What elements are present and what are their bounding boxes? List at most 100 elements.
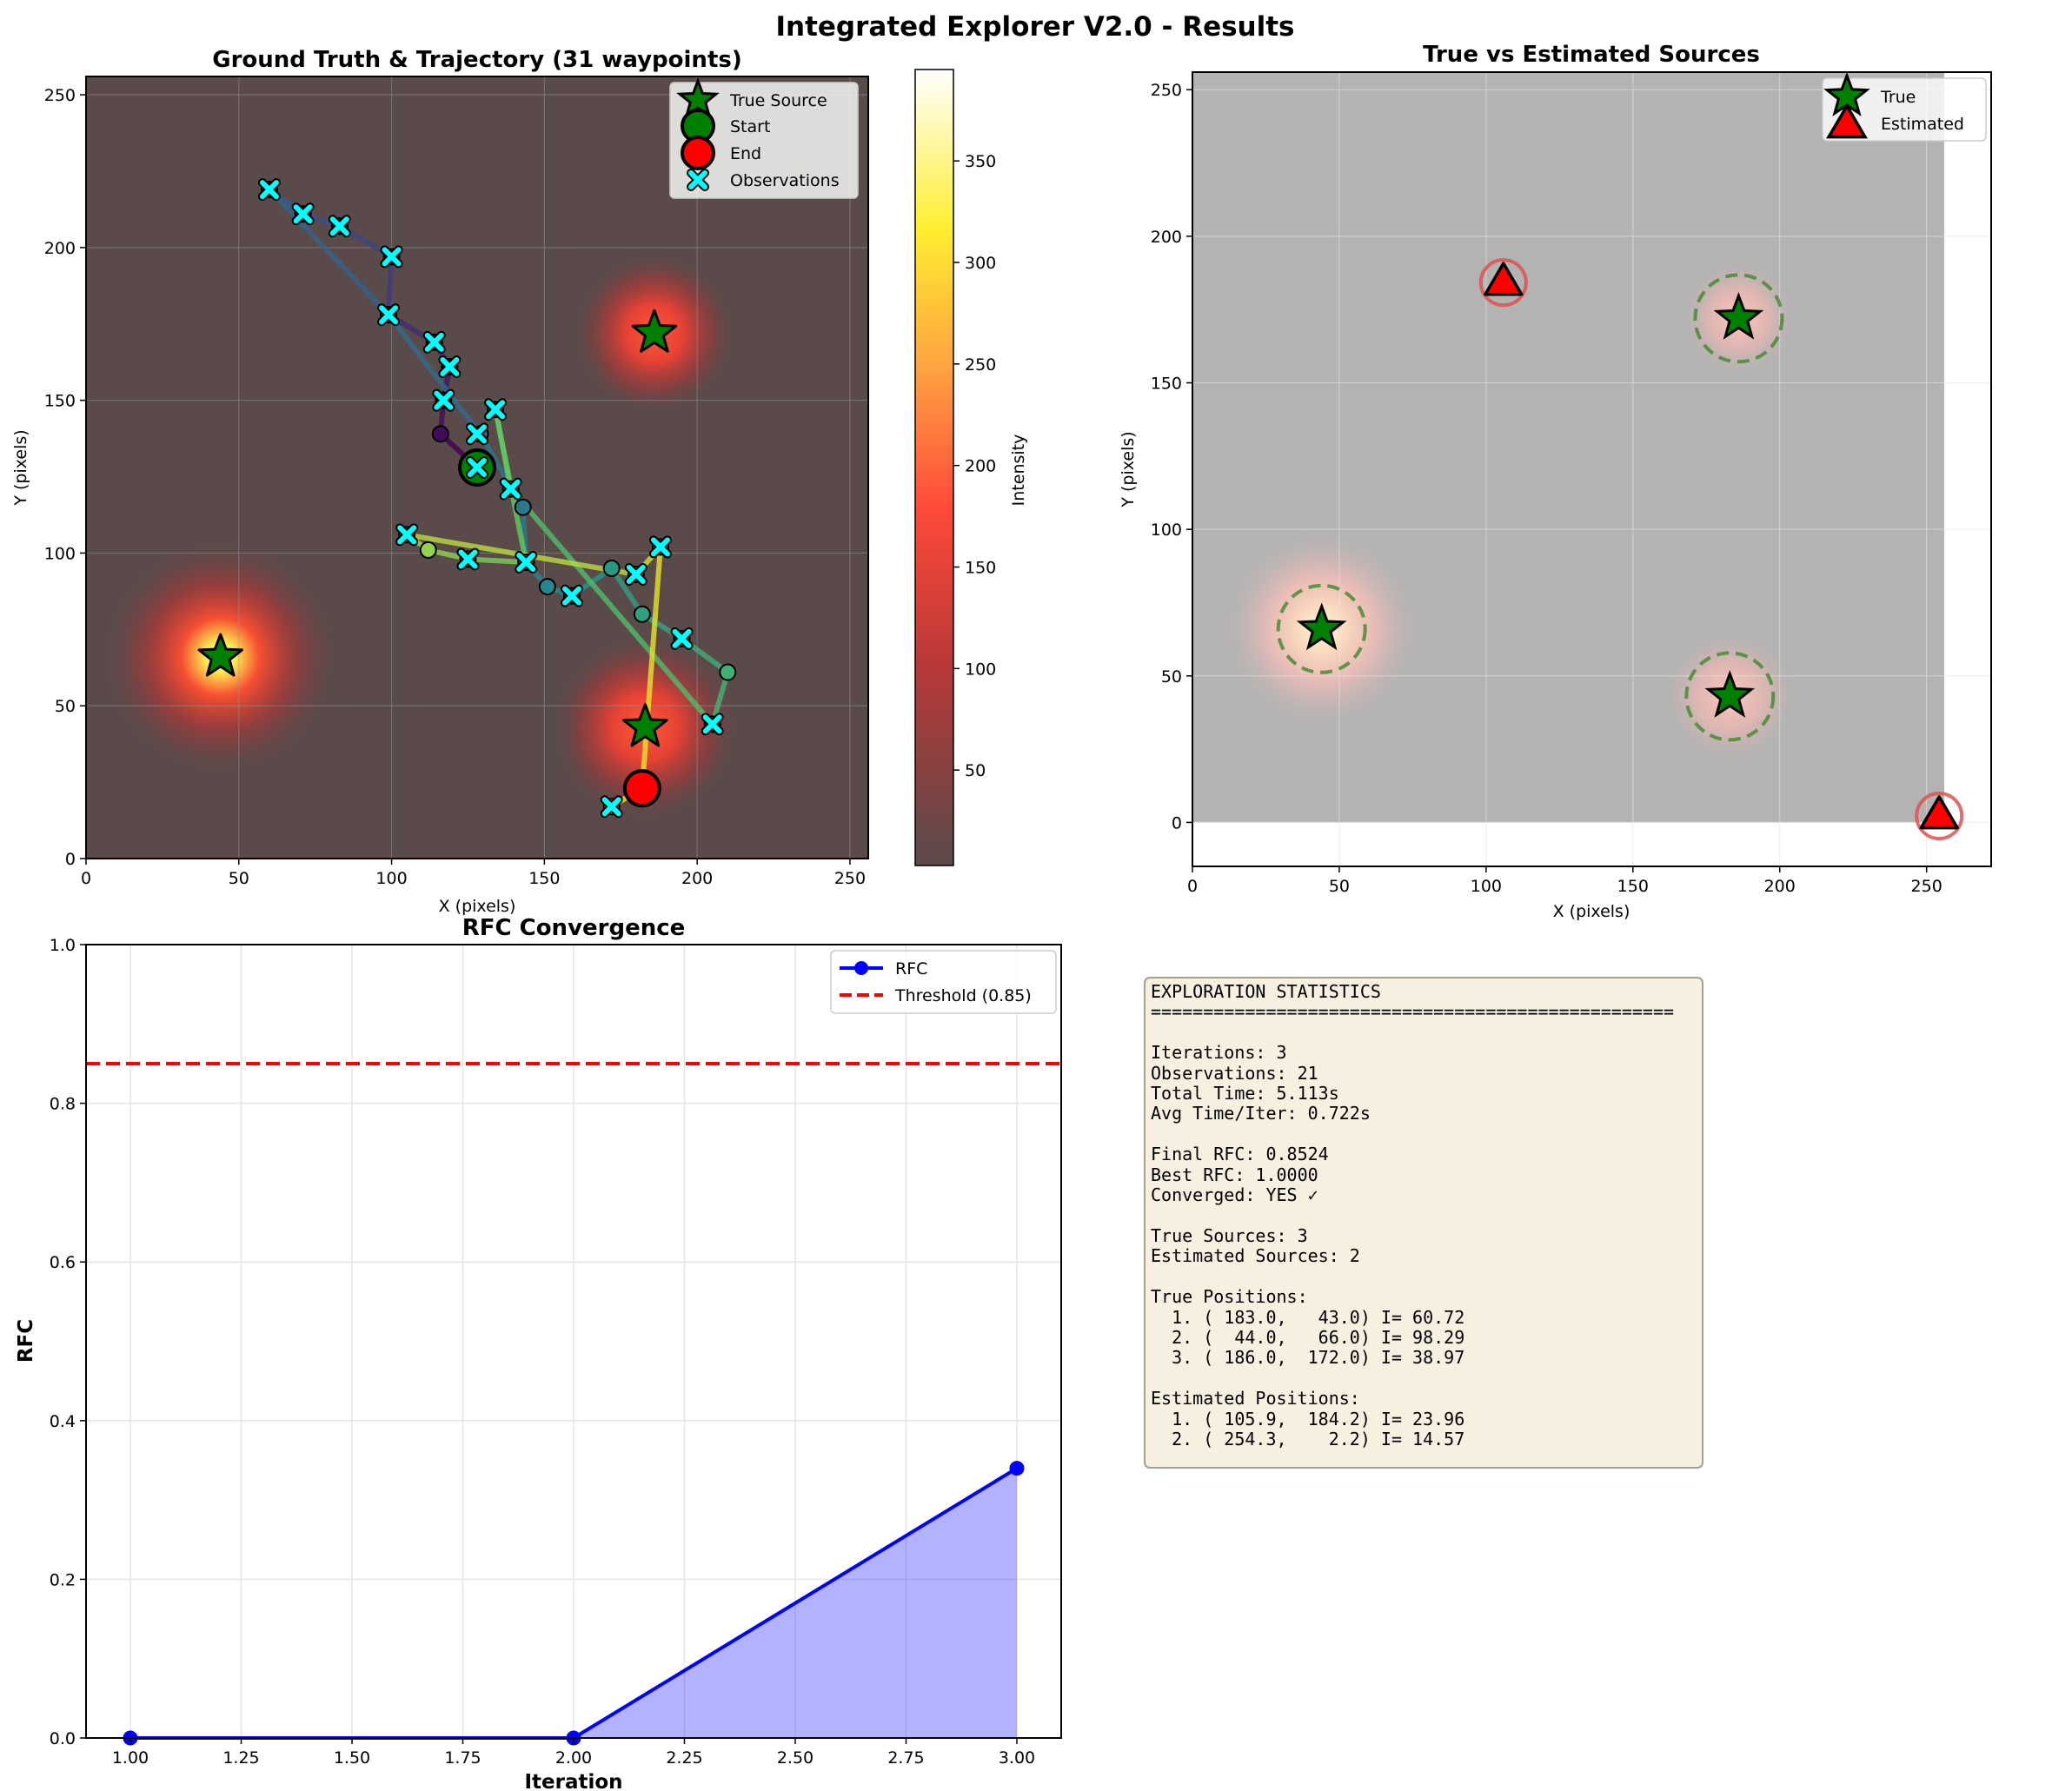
y-tick-label: 200 xyxy=(44,239,76,258)
observation-marker xyxy=(385,249,399,263)
legend-label: End xyxy=(730,144,761,163)
y-tick-label: 0.8 xyxy=(50,1095,76,1114)
waypoint xyxy=(515,500,531,515)
x-tick-label: 50 xyxy=(229,869,249,888)
observation-marker xyxy=(675,632,689,646)
x-tick-label: 250 xyxy=(1911,877,1942,896)
panel3-legend: RFC Threshold (0.85) xyxy=(831,951,1056,1013)
stats-line: Total Time: 5.113s xyxy=(1151,1084,1697,1104)
observation-marker xyxy=(296,207,310,221)
stats-line: Estimated Positions: xyxy=(1151,1389,1697,1409)
legend-label: Start xyxy=(730,117,770,136)
observation-marker xyxy=(470,427,484,441)
stats-line: 3. ( 186.0, 172.0) I= 38.97 xyxy=(1151,1348,1697,1368)
x-tick-label: 1.50 xyxy=(334,1748,370,1768)
colorbar-tick-label: 300 xyxy=(965,254,996,273)
colorbar-tick-label: 250 xyxy=(965,355,996,375)
y-tick-label: 0 xyxy=(1172,813,1182,832)
x-tick-label: 1.25 xyxy=(222,1748,259,1768)
waypoint xyxy=(634,607,650,622)
observation-marker xyxy=(400,527,414,541)
x-tick-label: 1.75 xyxy=(444,1748,481,1768)
colorbar-tick-label: 100 xyxy=(965,660,996,679)
x-tick-label: 3.00 xyxy=(999,1748,1035,1768)
legend-label: True xyxy=(1880,88,1916,107)
y-tick-label: 0.2 xyxy=(50,1570,76,1589)
y-tick-label: 250 xyxy=(1151,81,1182,100)
y-tick-label: 50 xyxy=(55,697,76,716)
start-observation-marker xyxy=(470,461,484,474)
colorbar-tick-label: 350 xyxy=(965,152,996,171)
observation-marker xyxy=(519,555,533,569)
colorbar-label: Intensity xyxy=(1009,434,1028,507)
observation-marker xyxy=(565,589,579,603)
colorbar-tick-label: 200 xyxy=(965,457,996,476)
observation-marker xyxy=(461,552,475,566)
panel2-xlabel: X (pixels) xyxy=(1553,902,1630,921)
stats-line: True Sources: 3 xyxy=(1151,1226,1697,1246)
x-tick-label: 200 xyxy=(1764,877,1796,896)
panel3-ylabel: RFC xyxy=(15,1319,37,1363)
panel2-legend: True Estimated xyxy=(1823,76,1986,141)
x-tick-label: 2.25 xyxy=(666,1748,702,1768)
x-tick-label: 2.00 xyxy=(555,1748,592,1768)
exploration-statistics-box: EXPLORATION STATISTICS ==================… xyxy=(1144,977,1703,1469)
panel-rfc-convergence: RFC Convergence 1.00 1.25 1.50 1.75 2.00 2.25… xyxy=(15,915,1061,1791)
y-tick-label: 200 xyxy=(1151,228,1182,247)
observation-marker xyxy=(428,335,442,349)
colorbar-tick-label: 50 xyxy=(965,761,986,780)
waypoint xyxy=(421,542,436,558)
legend-label: RFC xyxy=(895,959,927,978)
observation-marker xyxy=(382,308,395,322)
intensity-colorbar: 50 100 150 200 250 300 350 Intensity xyxy=(915,70,1028,866)
y-tick-label: 0.0 xyxy=(50,1729,76,1748)
stats-line: Iterations: 3 xyxy=(1151,1043,1697,1063)
legend-label: Threshold (0.85) xyxy=(894,986,1032,1005)
panel-true-vs-estimated: True vs Estimated Sources 0 50 100 150 200 25… xyxy=(1119,42,1991,921)
colorbar-tick-label: 150 xyxy=(965,559,996,578)
panel2-title: True vs Estimated Sources xyxy=(1423,42,1760,68)
stats-line: Avg Time/Iter: 0.722s xyxy=(1151,1104,1697,1124)
panel3-xlabel: Iteration xyxy=(524,1771,622,1791)
y-tick-label: 0.4 xyxy=(50,1412,76,1431)
waypoint xyxy=(540,579,555,594)
stats-line: Final RFC: 0.8524 xyxy=(1151,1144,1697,1164)
x-tick-label: 100 xyxy=(375,869,407,888)
panel-ground-truth: Ground Truth & Trajectory (31 waypoints)… xyxy=(11,47,868,916)
stats-line: Observations: 21 xyxy=(1151,1064,1697,1084)
stats-line: 2. ( 254.3, 2.2) I= 14.57 xyxy=(1151,1429,1697,1449)
y-tick-label: 0 xyxy=(65,850,76,869)
x-tick-label: 1.00 xyxy=(112,1748,149,1768)
waypoint xyxy=(433,426,448,441)
y-tick-label: 150 xyxy=(44,392,76,411)
y-tick-label: 250 xyxy=(44,86,76,105)
observation-marker xyxy=(436,394,450,408)
x-tick-label: 100 xyxy=(1471,877,1502,896)
legend-label: Estimated xyxy=(1881,115,1964,134)
colorbar-ticks: 50 100 150 200 250 300 350 xyxy=(953,152,996,780)
panel1-ylabel: Y (pixels) xyxy=(11,429,30,506)
stats-line: Converged: YES ✓ xyxy=(1151,1185,1697,1205)
observation-marker xyxy=(442,360,456,374)
stats-line xyxy=(1151,1267,1697,1287)
y-tick-label: 0.6 xyxy=(50,1253,76,1272)
stats-line xyxy=(1151,1023,1697,1043)
y-tick-label: 1.0 xyxy=(50,936,76,955)
stats-line: 2. ( 44.0, 66.0) I= 98.29 xyxy=(1151,1328,1697,1348)
stats-line: 1. ( 183.0, 43.0) I= 60.72 xyxy=(1151,1308,1697,1328)
observation-marker xyxy=(488,402,502,416)
stats-line: Best RFC: 1.0000 xyxy=(1151,1165,1697,1185)
panel1-xlabel: X (pixels) xyxy=(439,897,516,916)
legend-label: Observations xyxy=(730,171,840,190)
observation-marker xyxy=(262,182,276,196)
y-tick-label: 150 xyxy=(1151,375,1182,394)
stats-line: Estimated Sources: 2 xyxy=(1151,1246,1697,1266)
x-tick-label: 0 xyxy=(81,869,91,888)
observation-marker xyxy=(629,567,643,581)
legend-dot-icon xyxy=(854,961,868,975)
stats-line: EXPLORATION STATISTICS xyxy=(1151,982,1697,1002)
y-tick-label: 100 xyxy=(1151,521,1182,540)
panel1-title: Ground Truth & Trajectory (31 waypoints) xyxy=(212,47,741,73)
end-marker xyxy=(625,771,660,806)
